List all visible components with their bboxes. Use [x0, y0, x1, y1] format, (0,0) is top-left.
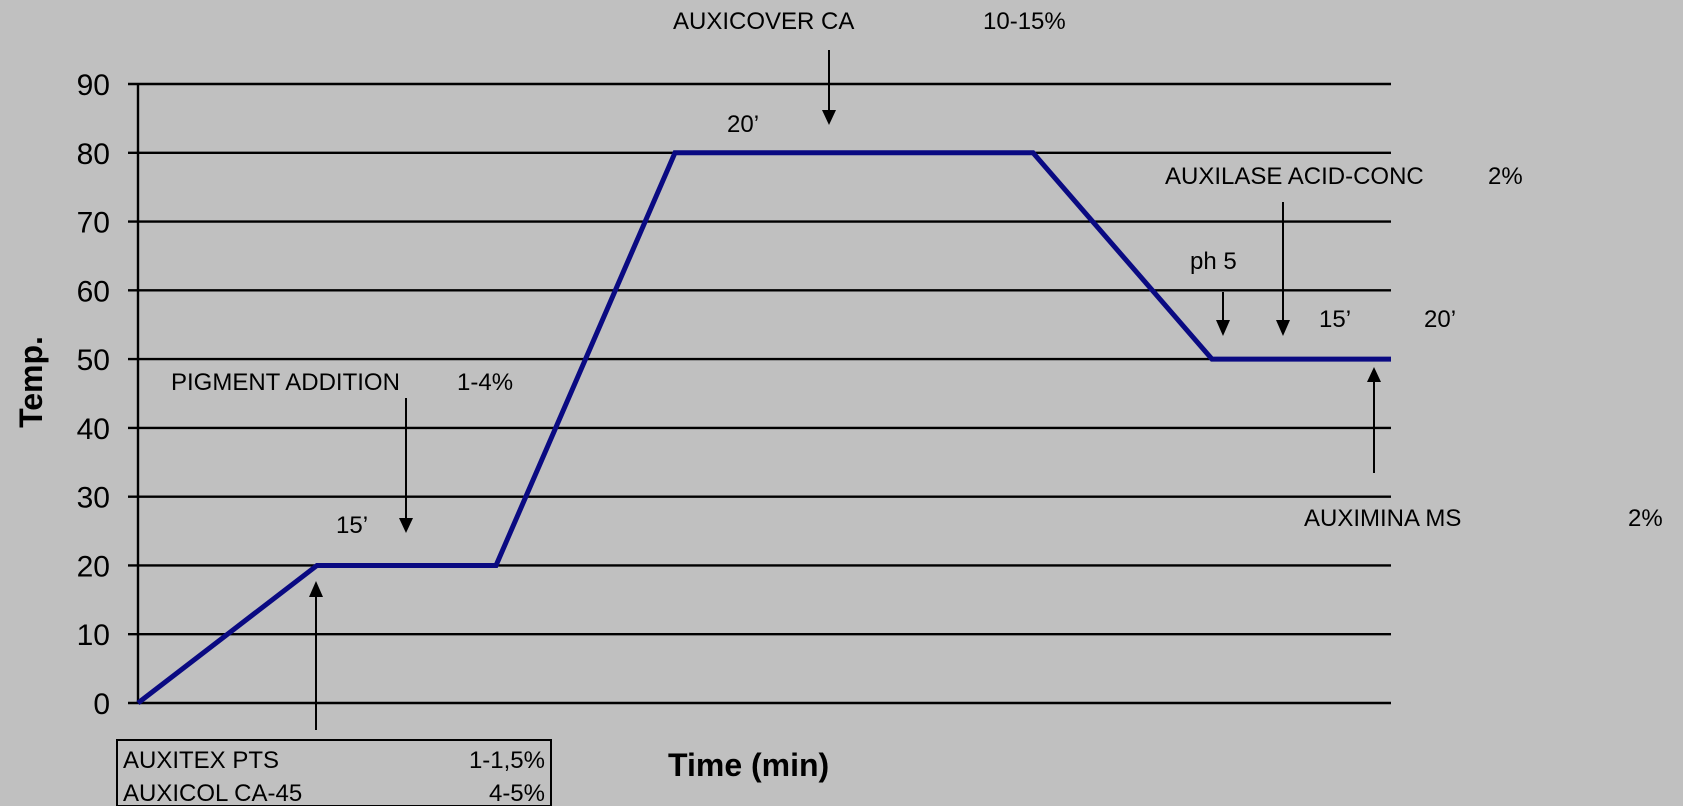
- annotation-hold-20-time: 15’: [336, 512, 368, 539]
- auximina-arrow: [1367, 367, 1381, 473]
- auxicover-arrow: [822, 50, 836, 125]
- x-axis-title: Time (min): [668, 747, 829, 783]
- additions-table: AUXITEX PTS 1-1,5% AUXICOL CA-45 4-5%: [116, 739, 552, 806]
- y-tick-label-40: 40: [77, 413, 110, 446]
- annotation-hold-50-time-a: 15’: [1319, 306, 1351, 333]
- annotation-auxicover-name: AUXICOVER CA: [673, 8, 854, 35]
- series-line-0: [136, 150, 1391, 705]
- ph-arrow: [1216, 292, 1230, 336]
- table-row-1-dose: 1-1,5%: [469, 747, 545, 774]
- annotation-auximina-dose: 2%: [1628, 505, 1663, 532]
- annotation-ph: ph 5: [1190, 248, 1237, 275]
- y-tick-label-0: 0: [93, 688, 110, 721]
- y-axis-title: Temp.: [13, 336, 49, 428]
- y-tick-labels: 0 10 20 30 40 50 60 70 80 90: [77, 69, 110, 721]
- annotation-pigment-name: PIGMENT ADDITION: [171, 369, 400, 396]
- pigment-arrow: [399, 398, 413, 533]
- table-row-2-product: AUXICOL CA-45: [123, 780, 302, 806]
- y-tick-label-90: 90: [77, 69, 110, 102]
- y-tick-label-60: 60: [77, 275, 110, 308]
- y-tick-label-50: 50: [77, 344, 110, 377]
- annotation-auxilase-dose: 2%: [1488, 163, 1523, 190]
- series-group: [136, 150, 1391, 705]
- table-row-1-product: AUXITEX PTS: [123, 747, 279, 774]
- auxilase-arrow: [1276, 202, 1290, 336]
- additions-table-border: [116, 739, 552, 806]
- y-tick-label-30: 30: [77, 482, 110, 515]
- annotation-hold-80-time: 20’: [727, 111, 759, 138]
- annotation-auxicover-dose: 10-15%: [983, 8, 1066, 35]
- y-tick-label-80: 80: [77, 138, 110, 171]
- table-row-2-dose: 4-5%: [489, 780, 545, 806]
- start-additions-arrow: [309, 581, 323, 730]
- annotation-auxilase-name: AUXILASE ACID-CONC: [1165, 163, 1424, 190]
- y-tick-label-20: 20: [77, 550, 110, 583]
- y-tick-label-70: 70: [77, 207, 110, 240]
- y-tick-label-10: 10: [77, 619, 110, 652]
- annotation-auximina-name: AUXIMINA MS: [1304, 505, 1461, 532]
- annotation-pigment-dose: 1-4%: [457, 369, 513, 396]
- annotation-hold-50-time-b: 20’: [1424, 306, 1456, 333]
